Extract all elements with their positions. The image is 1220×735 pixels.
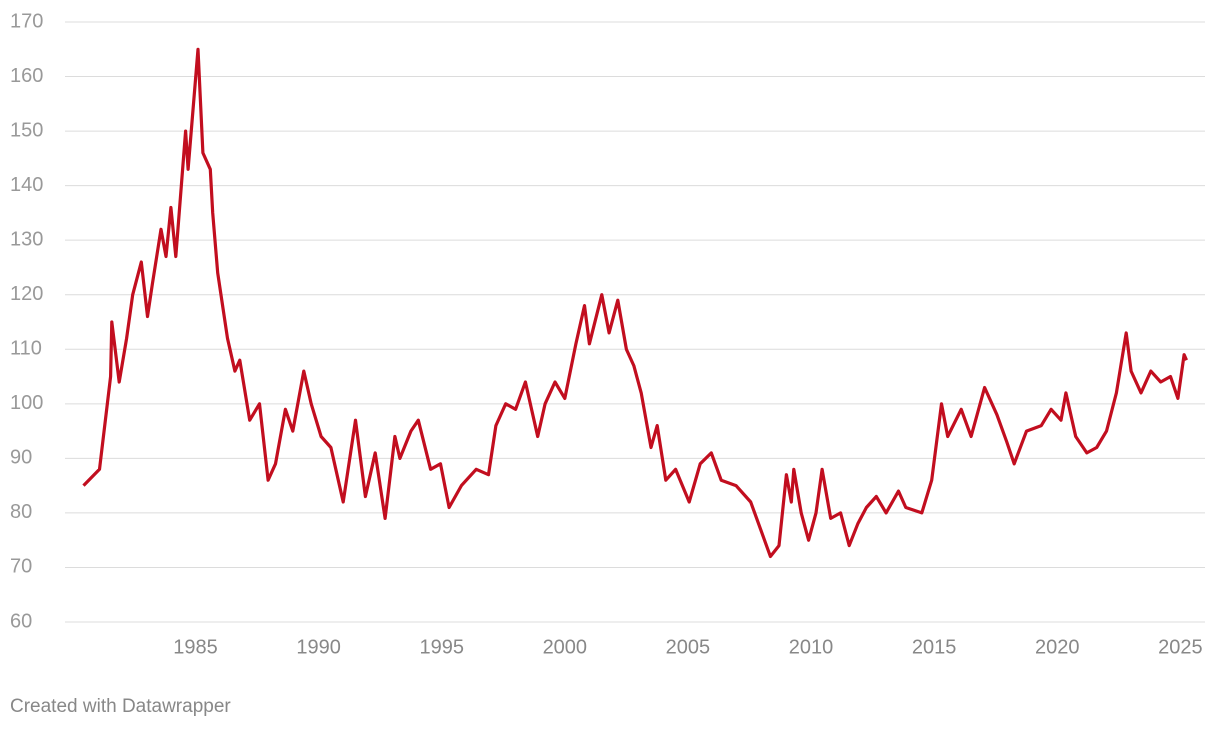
x-tick-label: 2000 — [543, 636, 588, 658]
x-tick-label: 2005 — [666, 636, 711, 658]
credit: Created with Datawrapper — [10, 696, 231, 717]
y-tick-label: 140 — [10, 174, 43, 196]
x-tick-label: 1995 — [419, 636, 464, 658]
line-series — [82, 47, 1188, 559]
y-tick-label: 160 — [10, 65, 43, 87]
x-tick-label: 2010 — [789, 636, 834, 658]
y-tick-label: 100 — [10, 392, 43, 414]
x-tick-label: 2025 — [1158, 636, 1203, 658]
y-tick-label: 110 — [10, 338, 42, 360]
y-tick-label: 60 — [10, 610, 32, 632]
y-tick-label: 70 — [10, 556, 32, 578]
x-tick-label: 1990 — [296, 636, 341, 658]
y-tick-label: 80 — [10, 501, 32, 523]
y-tick-label: 90 — [10, 447, 32, 469]
y-tick-label: 130 — [10, 228, 43, 250]
x-tick-label: 2020 — [1035, 636, 1080, 658]
y-tick-label: 120 — [10, 283, 43, 305]
x-tick-label: 1985 — [173, 636, 218, 658]
y-tick-label: 170 — [10, 10, 43, 32]
x-tick-label: 2015 — [912, 636, 957, 658]
y-tick-label: 150 — [10, 119, 43, 141]
